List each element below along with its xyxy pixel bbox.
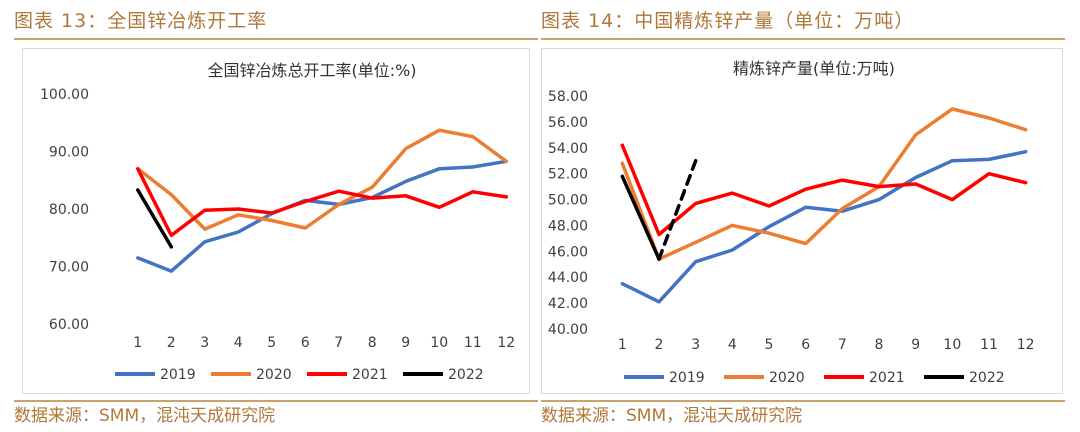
- x-tick-label: 1: [133, 335, 142, 351]
- series-line-2019: [136, 159, 509, 273]
- source-note: 数据来源：SMM，混沌天成研究院: [541, 406, 803, 426]
- legend-label-2019: 2019: [160, 367, 196, 383]
- x-tick-label: 11: [464, 335, 482, 351]
- series-line-2022: [620, 174, 661, 261]
- legend-label-2020: 2020: [256, 367, 292, 383]
- x-tick-label: 2: [655, 337, 664, 353]
- left-panel: 图表 13：全国锌冶炼开工率 全国锌冶炼总开工率(单位:%) 60.00 70.00…: [14, 0, 538, 432]
- y-tick-label: 46.00: [548, 244, 588, 260]
- x-tick-label: 4: [234, 335, 243, 351]
- y-tick-label: 44.00: [548, 270, 588, 286]
- x-tick-label: 8: [368, 335, 377, 351]
- series-line-dashed-projection: [657, 158, 698, 261]
- y-tick-label: 58.00: [548, 89, 588, 105]
- utilization-chart: 全国锌冶炼总开工率(单位:%) 60.00 70.00 80.00 90.00 100.0…: [40, 61, 515, 383]
- legend-label-2021: 2021: [352, 367, 388, 383]
- series-line-2021: [136, 167, 509, 238]
- source-note: 数据来源：SMM，混沌天成研究院: [14, 406, 276, 426]
- x-tick-label: 10: [943, 337, 961, 353]
- x-tick-label: 4: [728, 337, 737, 353]
- chart-title: 精炼锌产量(单位:万吨): [733, 59, 895, 78]
- x-tick-label: 12: [1017, 337, 1035, 353]
- y-tick-label: 42.00: [548, 296, 588, 312]
- x-tick-label: 2: [167, 335, 176, 351]
- legend-label-2020: 2020: [769, 370, 805, 386]
- y-tick-label: 70.00: [49, 260, 89, 276]
- x-tick-label: 6: [301, 335, 310, 351]
- x-tick-label: 10: [430, 335, 448, 351]
- x-tick-label: 12: [497, 335, 515, 351]
- right-panel: 图表 14：中国精炼锌产量（单位：万吨） 精炼锌产量(单位:万吨) 40.00 42…: [541, 0, 1065, 432]
- x-tick-label: 8: [875, 337, 884, 353]
- chart-title: 全国锌冶炼总开工率(单位:%): [207, 61, 416, 80]
- x-tick-label: 7: [838, 337, 847, 353]
- series-line-2019: [620, 149, 1028, 304]
- source-rule: [14, 400, 538, 402]
- x-tick-label: 5: [267, 335, 276, 351]
- y-tick-label: 90.00: [49, 145, 89, 161]
- y-tick-label: 50.00: [548, 193, 588, 209]
- legend-label-2022: 2022: [969, 370, 1005, 386]
- y-tick-label: 80.00: [49, 202, 89, 218]
- y-tick-label: 54.00: [548, 141, 588, 157]
- series-line-2022: [136, 188, 174, 249]
- y-tick-label: 56.00: [548, 115, 588, 131]
- title-rule: [541, 38, 1065, 40]
- figure-title: 图表 14：中国精炼锌产量（单位：万吨）: [541, 10, 915, 32]
- x-tick-label: 5: [765, 337, 774, 353]
- x-tick-label: 11: [980, 337, 998, 353]
- series-line-2021: [620, 143, 1028, 237]
- x-tick-label: 9: [911, 337, 920, 353]
- x-tick-label: 3: [691, 337, 700, 353]
- y-tick-label: 60.00: [49, 317, 89, 333]
- series-line-2020: [620, 107, 1028, 261]
- chart-frame: 全国锌冶炼总开工率(单位:%) 60.00 70.00 80.00 90.00 100.0…: [22, 48, 530, 394]
- series-line-2020: [136, 128, 509, 231]
- source-rule: [541, 400, 1065, 402]
- y-tick-label: 48.00: [548, 218, 588, 234]
- x-tick-label: 6: [801, 337, 810, 353]
- y-tick-label: 100.00: [40, 87, 89, 103]
- y-tick-label: 52.00: [548, 167, 588, 183]
- x-tick-label: 9: [401, 335, 410, 351]
- x-tick-label: 1: [618, 337, 627, 353]
- legend-label-2022: 2022: [448, 367, 484, 383]
- x-tick-label: 7: [334, 335, 343, 351]
- chart-frame: 精炼锌产量(单位:万吨) 40.00 42.00 44.00 46.00 48.00 50.…: [541, 48, 1063, 394]
- y-tick-label: 40.00: [548, 322, 588, 338]
- x-tick-label: 3: [200, 335, 209, 351]
- output-chart: 精炼锌产量(单位:万吨) 40.00 42.00 44.00 46.00 48.00 50.…: [548, 59, 1035, 386]
- legend-label-2019: 2019: [669, 370, 705, 386]
- title-rule: [14, 38, 538, 40]
- legend-label-2021: 2021: [869, 370, 905, 386]
- figure-title: 图表 13：全国锌冶炼开工率: [14, 10, 268, 32]
